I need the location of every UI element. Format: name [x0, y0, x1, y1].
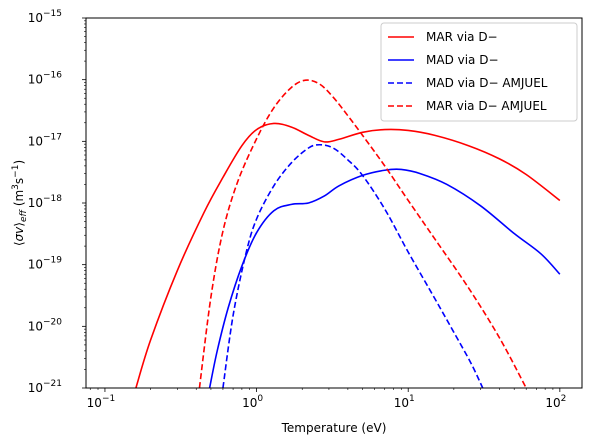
- x-tick-label: 102: [545, 394, 566, 410]
- series-line-2: [208, 168, 561, 388]
- legend: MAR via D− MAD via D− MAD via D− AMJUEL MAR…: [380, 22, 578, 122]
- series-line-1: [135, 122, 561, 388]
- legend-label-4: MAR via D− AMJUEL: [426, 99, 547, 113]
- y-tick-label: 10−19: [28, 256, 63, 272]
- legend-label-1: MAR via D−: [426, 30, 498, 44]
- legend-label-3: MAD via D− AMJUEL: [426, 76, 548, 90]
- x-tick-label: 101: [394, 394, 415, 410]
- series-line-4: [198, 79, 527, 388]
- y-axis-label: ⟨σv⟩eff (m3s−1): [11, 160, 29, 246]
- x-axis-label: Temperature (eV): [281, 421, 387, 435]
- y-tick-label: 10−17: [28, 132, 62, 148]
- series-line-3: [222, 143, 484, 388]
- y-axis: 10−21 10−20 10−19 10−18 10−17 10−16 10−15: [28, 9, 86, 395]
- x-tick-label: 10−1: [87, 394, 116, 410]
- y-tick-label: 10−21: [28, 379, 62, 395]
- x-axis: 10−1 100 101 102: [87, 388, 566, 410]
- legend-box: [380, 22, 578, 122]
- x-tick-label: 100: [242, 394, 263, 410]
- y-tick-label: 10−15: [28, 9, 62, 25]
- legend-label-2: MAD via D−: [426, 53, 499, 67]
- y-tick-label: 10−18: [28, 194, 63, 210]
- y-tick-label: 10−16: [28, 71, 63, 87]
- y-tick-label: 10−20: [28, 317, 63, 333]
- series-group: [135, 79, 561, 388]
